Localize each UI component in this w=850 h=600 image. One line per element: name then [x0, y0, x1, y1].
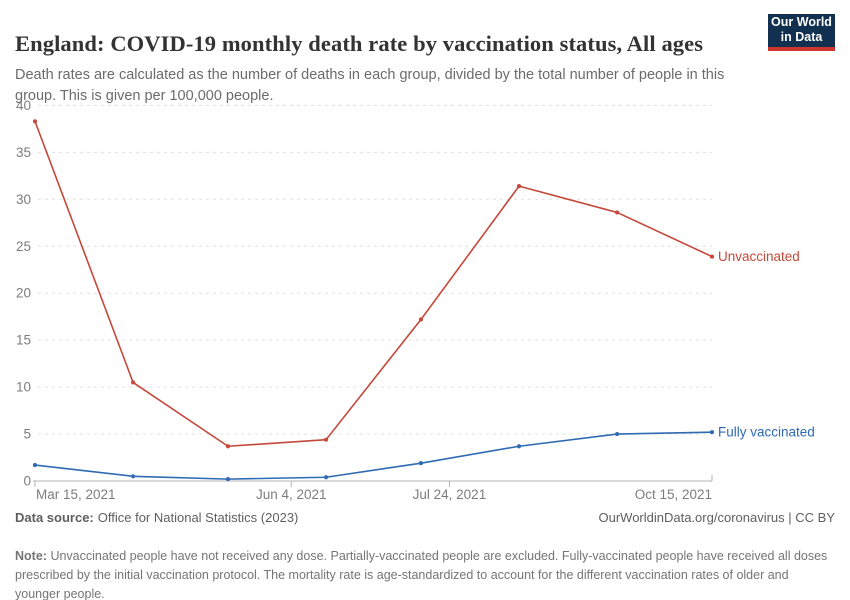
y-tick-label: 20	[16, 286, 31, 301]
data-point-fully-vaccinated[interactable]	[516, 444, 522, 449]
owid-logo[interactable]: Our World in Data	[768, 14, 835, 51]
series-line-unvaccinated[interactable]	[34, 120, 713, 448]
data-point-unvaccinated[interactable]	[516, 184, 522, 189]
chart-subtitle: Death rates are calculated as the number…	[15, 66, 725, 104]
data-point-unvaccinated[interactable]	[418, 317, 424, 322]
data-point-unvaccinated[interactable]	[614, 210, 620, 215]
data-point-fully-vaccinated[interactable]	[614, 431, 620, 437]
owid-logo-line2: in Data	[780, 30, 823, 44]
y-tick-label: 30	[16, 192, 31, 207]
x-tick-label: Jul 24, 2021	[413, 487, 487, 502]
owid-logo-red-bar	[768, 47, 835, 51]
x-tick-label: Mar 15, 2021	[36, 487, 116, 502]
y-tick-label: 35	[16, 145, 31, 160]
data-point-fully-vaccinated[interactable]	[225, 477, 231, 482]
series-label-unvaccinated[interactable]: Unvaccinated	[718, 249, 800, 264]
data-source-label: Data source:	[15, 510, 94, 525]
y-tick-label: 25	[16, 239, 31, 254]
series-line-fully-vaccinated[interactable]	[34, 431, 713, 480]
series-label-fully-vaccinated[interactable]: Fully vaccinated	[718, 425, 815, 440]
data-source-text: Office for National Statistics (2023)	[97, 510, 299, 525]
x-tick-label: Oct 15, 2021	[635, 487, 712, 502]
data-point-unvaccinated[interactable]	[32, 119, 38, 124]
page-title: England: COVID-19 monthly death rate by …	[15, 31, 704, 57]
y-tick-label: 5	[23, 427, 31, 442]
data-point-unvaccinated[interactable]	[130, 380, 136, 385]
data-point-fully-vaccinated[interactable]	[709, 430, 715, 435]
footer: Data source: Office for National Statisti…	[15, 510, 835, 525]
x-tick-label: Jun 4, 2021	[256, 487, 327, 502]
data-point-unvaccinated[interactable]	[225, 444, 231, 449]
footnote: Note: Unvaccinated people have not recei…	[15, 547, 837, 600]
data-point-fully-vaccinated[interactable]	[32, 462, 38, 468]
data-point-fully-vaccinated[interactable]	[418, 461, 424, 466]
y-tick-label: 0	[23, 474, 31, 489]
data-point-unvaccinated[interactable]	[323, 437, 329, 442]
y-tick-label: 10	[16, 380, 31, 395]
y-tick-label: 15	[16, 333, 31, 348]
data-point-fully-vaccinated[interactable]	[323, 475, 329, 480]
data-point-unvaccinated[interactable]	[709, 254, 715, 259]
credit-link[interactable]: OurWorldinData.org/coronavirus | CC BY	[598, 510, 835, 525]
owid-logo-line1: Our World	[771, 15, 832, 29]
data-point-fully-vaccinated[interactable]	[130, 474, 136, 479]
y-tick-label: 40	[16, 98, 31, 113]
owid-logo-box: Our World in Data	[768, 14, 835, 47]
data-source: Data source: Office for National Statisti…	[15, 510, 298, 525]
footnote-text: Unvaccinated people have not received an…	[15, 548, 828, 600]
footnote-label: Note:	[15, 548, 47, 563]
